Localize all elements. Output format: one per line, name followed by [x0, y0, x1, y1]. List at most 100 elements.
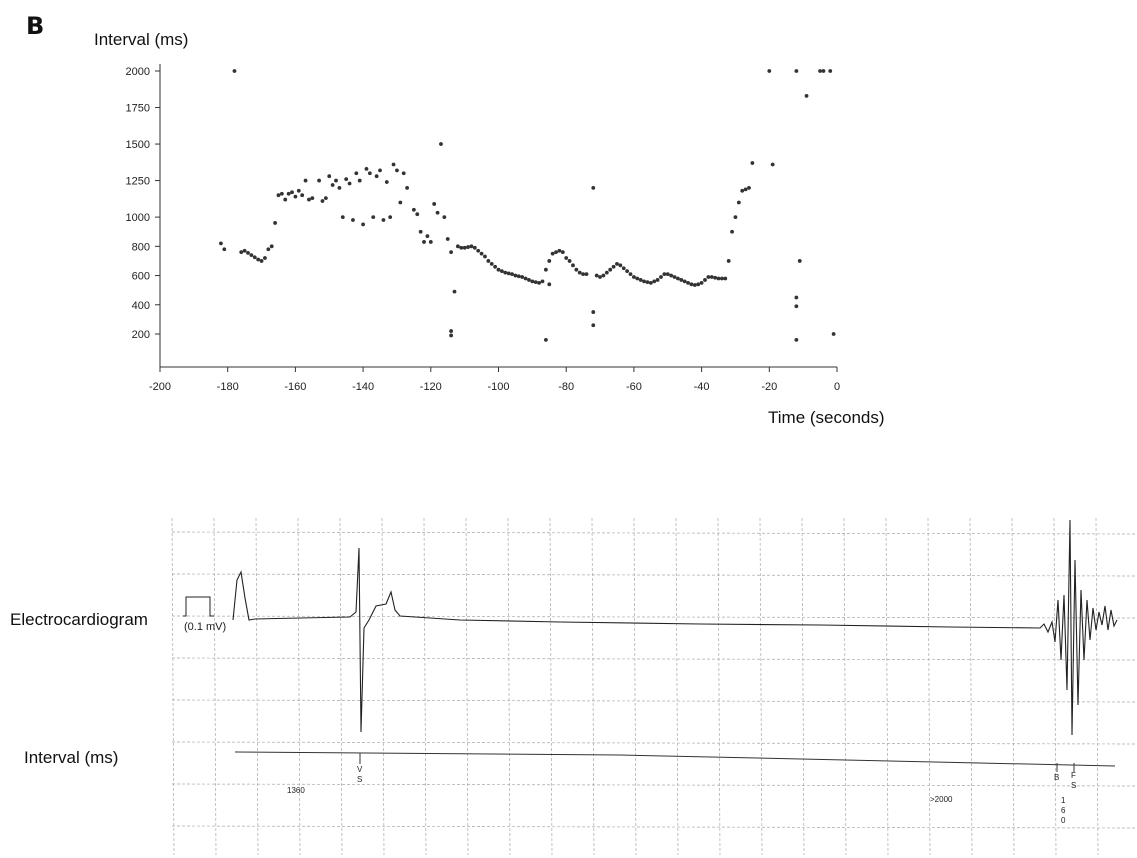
data-point: [669, 273, 674, 278]
grid-hline: [171, 783, 1136, 787]
grid-vline: [843, 517, 847, 856]
data-point: [493, 264, 498, 269]
grid-hline: [171, 825, 1136, 829]
ecg-calibration: (0.1 mV): [183, 596, 226, 633]
data-point: [222, 247, 227, 252]
data-point: [317, 178, 321, 183]
data-point: [770, 162, 775, 167]
data-point: [384, 180, 389, 184]
data-point: [401, 171, 406, 176]
data-point: [378, 168, 382, 173]
data-point: [374, 174, 379, 179]
data-point: [232, 69, 237, 73]
data-point: [527, 278, 531, 282]
y-tick-label: 1000: [126, 212, 150, 224]
data-point: [354, 171, 359, 176]
data-point: [621, 266, 626, 271]
data-point: [794, 337, 799, 342]
data-point: [347, 181, 352, 186]
data-point: [598, 275, 602, 279]
data-point: [520, 275, 525, 279]
data-point: [652, 279, 657, 284]
data-point: [219, 241, 223, 246]
data-point: [818, 69, 822, 73]
data-point: [516, 274, 521, 279]
grid-vline: [549, 517, 553, 856]
interval-digit-1: 1: [1061, 796, 1066, 805]
data-point: [351, 218, 355, 222]
data-point: [543, 337, 548, 342]
grid-vline: [255, 517, 259, 856]
data-point: [476, 248, 481, 253]
data-point: [479, 251, 484, 256]
grid-vline: [675, 517, 679, 856]
data-point: [703, 278, 707, 282]
data-point: [560, 250, 565, 255]
data-point: [645, 280, 650, 285]
data-point: [320, 199, 325, 203]
data-point: [655, 278, 660, 282]
data-point: [733, 215, 738, 220]
data-point: [344, 177, 349, 182]
grid-vline: [1053, 517, 1057, 856]
data-point: [821, 69, 826, 73]
data-point: [439, 142, 443, 146]
grid-hline: [171, 615, 1136, 619]
data-point: [428, 240, 433, 244]
data-point: [300, 193, 305, 198]
data-point: [635, 276, 640, 281]
data-point: [381, 218, 386, 222]
data-point: [269, 244, 274, 249]
grid-hline: [171, 531, 1136, 535]
x-tick-label: -160: [284, 381, 306, 393]
data-point: [696, 282, 701, 287]
data-point: [594, 273, 599, 278]
x-tick-label: -120: [420, 381, 442, 393]
data-point: [422, 240, 426, 244]
x-tick-label: -180: [217, 381, 239, 393]
data-point: [449, 250, 454, 255]
grid-vline: [801, 517, 805, 856]
grid-vline: [885, 517, 889, 856]
marker-s: S: [357, 775, 362, 784]
calibration-label: (0.1 mV): [184, 621, 226, 633]
data-point: [804, 93, 809, 98]
data-point: [499, 269, 504, 274]
data-point: [435, 210, 440, 215]
data-point: [540, 279, 545, 284]
grid-vline: [465, 517, 469, 856]
data-point: [648, 280, 653, 285]
data-point: [618, 263, 623, 268]
data-point: [740, 188, 745, 193]
data-point: [334, 178, 338, 183]
data-point: [584, 272, 589, 276]
data-point: [564, 256, 569, 260]
data-point: [425, 234, 430, 239]
data-point: [256, 257, 261, 262]
ecg-row-label: Electrocardiogram: [10, 610, 148, 629]
data-point: [398, 200, 403, 205]
x-tick-label: -80: [558, 381, 574, 393]
data-points: [219, 69, 836, 342]
data-point: [642, 279, 646, 284]
data-point: [411, 207, 416, 212]
data-point: [665, 272, 670, 276]
ecg-trace: [232, 519, 1118, 736]
y-axis-title: Interval (ms): [94, 30, 189, 49]
marker-s2: S: [1071, 781, 1076, 790]
scatter-plot: -200 -180 -160 -140 -120 -100 -80 -60 -40 -20 0 20…: [126, 64, 840, 393]
grid-vline: [927, 517, 931, 856]
grid-vline: [213, 517, 217, 856]
data-point: [723, 276, 728, 281]
grid-vline: [759, 517, 763, 856]
data-point: [469, 244, 474, 249]
grid-vline: [591, 517, 595, 856]
data-point: [483, 254, 487, 259]
data-point: [293, 194, 298, 199]
data-point: [743, 187, 748, 192]
grid-vline: [423, 517, 427, 856]
x-axis-title: Time (seconds): [768, 408, 885, 427]
data-point: [466, 245, 470, 249]
x-tick-label: -40: [694, 381, 710, 393]
y-axis-ticks: 200 400 600 800 1000 1250 1500 1750 2000: [126, 66, 160, 341]
